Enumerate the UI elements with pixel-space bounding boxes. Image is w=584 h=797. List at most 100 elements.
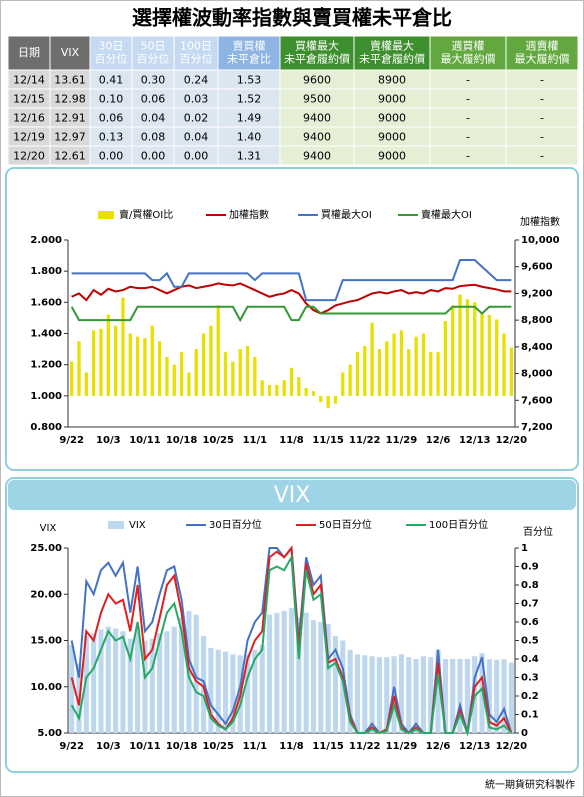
bar xyxy=(223,352,228,396)
cell-text: 12/20 xyxy=(13,150,45,163)
bar xyxy=(457,659,463,733)
bar xyxy=(281,610,287,733)
header-text: 未平倉履約價 xyxy=(284,52,350,66)
bar xyxy=(150,325,154,396)
bar xyxy=(495,319,499,396)
legend-label: 賣權最大OI xyxy=(421,208,472,221)
y-tick-label: 0.800 xyxy=(30,422,62,433)
x-tick-label: 10/18 xyxy=(166,435,198,446)
cell-text: 0.10 xyxy=(99,93,124,106)
cell-text: 0.03 xyxy=(184,93,209,106)
bar xyxy=(486,659,492,733)
header-cell xyxy=(505,35,579,71)
bar xyxy=(83,635,89,733)
cell-text: - xyxy=(540,150,544,163)
y2-tick-label: 8,400 xyxy=(521,342,553,353)
bar xyxy=(319,395,323,403)
legend-swatch xyxy=(98,211,114,219)
bar xyxy=(435,649,441,733)
bar xyxy=(282,380,286,396)
header-text: 買權最大 xyxy=(295,39,339,53)
line xyxy=(70,553,513,737)
bar xyxy=(451,305,455,396)
cell-text: 0.00 xyxy=(141,150,166,163)
bar xyxy=(304,388,308,396)
bar xyxy=(311,391,316,396)
x-tick-label: 12/6 xyxy=(426,435,451,446)
bar xyxy=(443,321,448,396)
x-tick-label: 11/15 xyxy=(312,435,344,446)
bar xyxy=(179,352,184,396)
cell-text: 1.49 xyxy=(237,112,262,125)
x-tick-label: 11/29 xyxy=(386,741,418,752)
x-tick-label: 11/8 xyxy=(279,435,304,446)
bar xyxy=(420,656,426,733)
bar xyxy=(288,608,295,733)
header-text: 最大履約價 xyxy=(515,52,570,66)
header-text: 未平倉比 xyxy=(227,52,271,66)
bar xyxy=(370,322,374,396)
y2-tick-label: 0.5 xyxy=(521,636,539,647)
bar xyxy=(464,659,470,733)
bar xyxy=(399,330,404,396)
cell-text: 9000 xyxy=(378,150,406,163)
cell-text: - xyxy=(540,93,544,106)
bar xyxy=(369,656,375,733)
bar xyxy=(106,314,110,396)
bar xyxy=(222,651,229,733)
y2-tick-label: 0.2 xyxy=(521,691,539,702)
x-tick-label: 11/1 xyxy=(243,435,268,446)
cell-text: 0.04 xyxy=(184,131,209,144)
cell-text: 12.61 xyxy=(54,150,86,163)
bar xyxy=(179,617,185,733)
legend-swatch xyxy=(108,521,124,529)
bar xyxy=(121,297,125,396)
x-tick-label: 12/13 xyxy=(459,435,491,446)
bar xyxy=(98,629,104,733)
header-text: 未平倉履約價 xyxy=(359,52,425,66)
bar xyxy=(473,302,477,396)
bar xyxy=(487,314,492,396)
y2-tick-label: 9,200 xyxy=(521,288,553,299)
y2-tick-label: 0.8 xyxy=(521,580,539,591)
header-text: VIX xyxy=(61,46,80,59)
bar xyxy=(384,657,390,733)
x-tick-label: 11/22 xyxy=(349,435,381,446)
header-text: 百分位 xyxy=(137,52,170,66)
cell-text: - xyxy=(540,131,544,144)
bar xyxy=(341,372,345,396)
cell-text: - xyxy=(540,74,544,87)
y-tick-label: 1.600 xyxy=(30,297,62,308)
bar xyxy=(436,352,440,396)
cell-text: 8900 xyxy=(378,74,406,87)
bar xyxy=(303,612,309,733)
cell-text: - xyxy=(466,112,470,125)
bar xyxy=(362,655,368,733)
y-tick-label: 10.00 xyxy=(30,682,62,693)
x-tick-label: 12/20 xyxy=(496,435,528,446)
bar xyxy=(465,299,470,396)
y-tick-label: 1.400 xyxy=(30,329,62,340)
bar xyxy=(231,361,235,396)
bar xyxy=(91,633,97,733)
bar xyxy=(297,377,301,396)
bar xyxy=(99,328,103,396)
cell-text: 12/19 xyxy=(13,131,45,144)
x-tick-label: 9/22 xyxy=(59,435,84,446)
cell-text: 0.08 xyxy=(141,131,166,144)
header-text: 日期 xyxy=(18,46,40,59)
cell-text: 1.40 xyxy=(237,131,262,144)
bar xyxy=(421,333,426,396)
y2-tick-label: 0.1 xyxy=(521,710,539,721)
bar xyxy=(450,659,456,733)
y2-axis-label: 百分位 xyxy=(523,525,553,538)
bar xyxy=(377,349,382,396)
line xyxy=(71,282,512,315)
cell-text: 9500 xyxy=(303,93,331,106)
y2-tick-label: 0.4 xyxy=(521,654,539,665)
bar xyxy=(332,635,339,733)
legend-label: 50日百分位 xyxy=(319,518,372,531)
bar xyxy=(91,330,96,396)
x-tick-label: 11/22 xyxy=(349,741,381,752)
bar xyxy=(171,626,177,733)
